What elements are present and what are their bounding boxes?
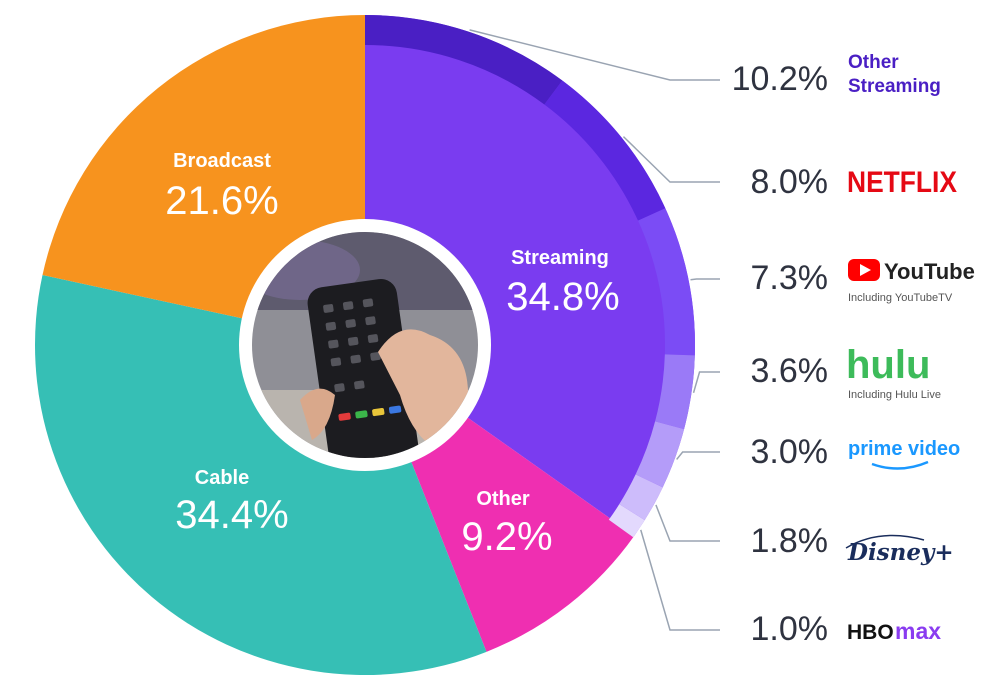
hand-image: [300, 329, 469, 445]
leader-line-other-streaming: [469, 29, 720, 81]
svg-text:Including YouTubeTV: Including YouTubeTV: [848, 292, 953, 304]
pct-hulu: 3.6%: [751, 352, 829, 390]
pct-youtube: 7.3%: [751, 259, 829, 297]
leader-line-prime-video: [676, 451, 720, 460]
streaming-breakdown-ring: [365, 15, 695, 538]
ring-segment-other-streaming: [365, 15, 563, 105]
disney-plus-logo: Disney+: [845, 534, 954, 566]
netflix-logo: NETFLIX: [847, 166, 957, 199]
leader-line-hbo-max: [640, 529, 720, 631]
leader-line-netflix: [622, 136, 720, 183]
svg-text:YouTube: YouTube: [884, 259, 975, 284]
broadcast-label: Broadcast: [173, 150, 271, 172]
center-photo: [239, 219, 491, 471]
svg-text:max: max: [895, 618, 941, 644]
other-streaming-text: Other Streaming: [848, 52, 941, 97]
prime-smile-icon: [871, 460, 929, 470]
svg-text:Other: Other: [848, 52, 899, 73]
ring-segment-hulu: [655, 354, 695, 430]
ring-segment-netflix: [544, 80, 666, 221]
pct-prime-video: 3.0%: [751, 433, 829, 471]
pct-disney-plus: 1.8%: [751, 522, 829, 560]
ring-segment-disney-plus: [619, 474, 663, 521]
streaming-value: 34.8%: [506, 275, 619, 319]
pct-other-streaming: 10.2%: [732, 60, 828, 98]
svg-text:Streaming: Streaming: [848, 76, 941, 97]
ring-segment-youtube: [638, 208, 695, 356]
leader-line-disney-plus: [655, 504, 720, 542]
svg-text:prime video: prime video: [848, 438, 960, 460]
svg-text:Disney+: Disney+: [847, 539, 954, 566]
streaming-label: Streaming: [511, 247, 609, 269]
cable-value: 34.4%: [175, 493, 288, 537]
other-label: Other: [476, 488, 530, 510]
slice-label-streaming: Streaming 34.8%: [506, 247, 619, 319]
svg-text:Including Hulu Live: Including Hulu Live: [848, 389, 941, 401]
leader-line-youtube: [690, 278, 720, 281]
cable-label: Cable: [195, 467, 249, 489]
remote-control-icon: [307, 278, 420, 458]
other-value: 9.2%: [461, 515, 552, 559]
hbo-max-logo: HBO max: [847, 618, 941, 644]
broadcast-value: 21.6%: [165, 179, 278, 223]
pct-netflix: 8.0%: [751, 163, 829, 201]
youtube-logo: YouTube Including YouTubeTV: [848, 259, 975, 304]
ring-segment-hbo-max: [608, 504, 645, 538]
leader-lines: [469, 29, 720, 631]
svg-text:hulu: hulu: [846, 343, 930, 387]
slice-label-other: Other 9.2%: [461, 488, 552, 559]
svg-text:HBO: HBO: [847, 621, 894, 644]
pct-hbo-max: 1.0%: [751, 610, 829, 648]
ring-segment-prime-video: [635, 421, 685, 488]
prime-video-logo: prime video: [848, 438, 960, 470]
svg-text:NETFLIX: NETFLIX: [847, 166, 957, 199]
slice-label-broadcast: Broadcast 21.6%: [165, 150, 278, 223]
hulu-logo: hulu Including Hulu Live: [846, 343, 941, 401]
leader-line-hulu: [692, 371, 720, 394]
slice-label-cable: Cable 34.4%: [175, 467, 288, 537]
